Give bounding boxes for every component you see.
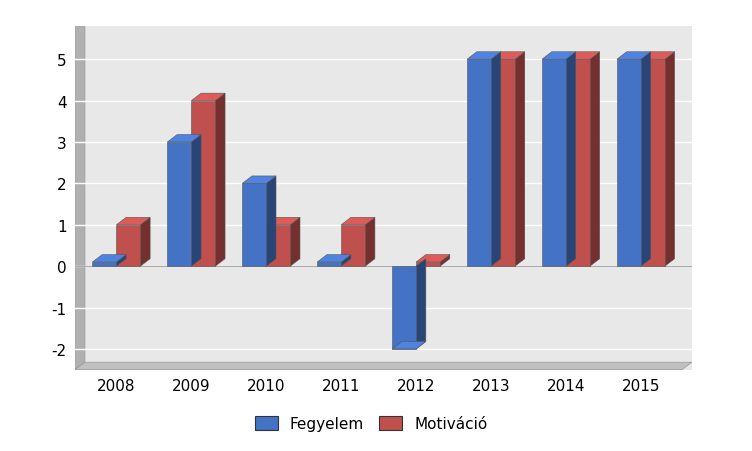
Polygon shape [242, 176, 276, 184]
Polygon shape [641, 53, 650, 267]
Polygon shape [266, 218, 300, 226]
Polygon shape [365, 218, 375, 267]
Polygon shape [566, 53, 576, 267]
Polygon shape [168, 135, 201, 143]
Bar [617, 60, 641, 267]
Polygon shape [416, 255, 450, 262]
Bar [641, 60, 665, 267]
Polygon shape [341, 255, 351, 267]
Bar [491, 60, 515, 267]
Polygon shape [665, 53, 675, 267]
Polygon shape [75, 363, 692, 370]
Bar [92, 262, 117, 267]
Bar [392, 267, 416, 349]
Polygon shape [215, 94, 225, 267]
Bar [467, 60, 491, 267]
Polygon shape [416, 259, 426, 349]
Polygon shape [290, 218, 300, 267]
Bar [168, 143, 191, 267]
Bar [317, 262, 341, 267]
Polygon shape [191, 135, 201, 267]
Polygon shape [515, 53, 525, 267]
Polygon shape [467, 53, 501, 60]
Polygon shape [392, 342, 426, 349]
Bar [341, 226, 365, 267]
Polygon shape [191, 94, 225, 101]
Polygon shape [75, 20, 85, 370]
Polygon shape [641, 53, 675, 60]
Polygon shape [141, 218, 150, 267]
Polygon shape [92, 255, 126, 262]
Polygon shape [317, 255, 351, 262]
Legend: Fegyelem, Motiváció: Fegyelem, Motiváció [249, 410, 494, 437]
Bar [117, 226, 141, 267]
Bar [242, 184, 266, 267]
Polygon shape [566, 53, 599, 60]
Bar [191, 101, 215, 267]
Polygon shape [491, 53, 525, 60]
Polygon shape [117, 255, 126, 267]
Polygon shape [266, 176, 276, 267]
Polygon shape [117, 218, 150, 226]
Polygon shape [590, 53, 599, 267]
Bar [416, 262, 440, 267]
Polygon shape [341, 218, 375, 226]
Bar [266, 226, 290, 267]
Polygon shape [617, 53, 650, 60]
Polygon shape [491, 53, 501, 267]
Polygon shape [542, 53, 576, 60]
Bar [566, 60, 590, 267]
Bar [542, 60, 566, 267]
Polygon shape [440, 255, 450, 267]
